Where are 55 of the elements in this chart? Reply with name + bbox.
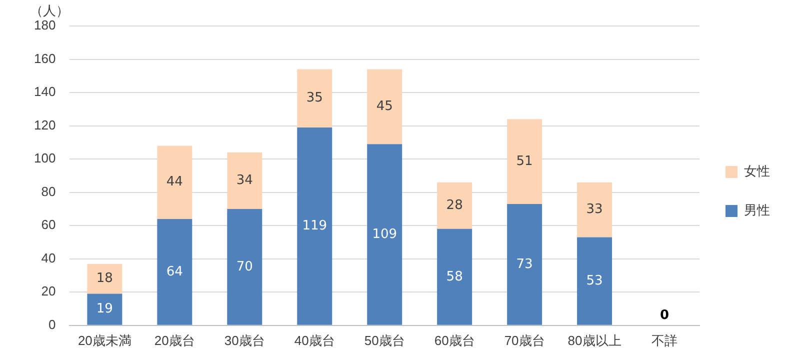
data-label: 58 (446, 269, 463, 284)
y-tick-label: 20 (41, 284, 56, 299)
x-tick-label: 80歳以上 (568, 332, 622, 348)
y-tick-label: 40 (41, 250, 56, 266)
bar (157, 146, 192, 219)
x-tick-label: 不詳 (652, 332, 678, 348)
legend-label: 男性 (744, 202, 770, 218)
data-label: 73 (516, 256, 533, 272)
y-tick-label: 80 (41, 184, 56, 199)
data-label: 109 (372, 226, 398, 242)
data-label: 28 (446, 198, 463, 214)
x-tick-label: 40歳台 (294, 332, 335, 348)
data-label: 70 (236, 259, 253, 274)
data-label: 45 (376, 99, 393, 114)
y-tick-label: 60 (41, 217, 56, 232)
x-tick-label: 20歳未満 (78, 332, 132, 348)
legend-label: 女性 (744, 164, 770, 179)
x-tick-label: 20歳台 (154, 332, 195, 348)
data-label: 18 (96, 271, 113, 286)
y-tick-label: 0 (48, 316, 56, 332)
x-tick-label: 50歳台 (364, 332, 405, 348)
bar (87, 294, 122, 325)
y-tick-label: 140 (34, 84, 56, 100)
data-label: 119 (302, 218, 328, 234)
bar (297, 127, 332, 325)
data-label: 51 (516, 154, 533, 169)
bar (297, 69, 332, 128)
x-tick-label: 70歳台 (504, 332, 545, 348)
bar (577, 237, 612, 325)
y-axis-title: （人） (30, 3, 69, 20)
data-label: 19 (96, 302, 113, 317)
bar (577, 182, 612, 238)
data-label: 0 (660, 308, 670, 323)
data-label: 64 (166, 264, 183, 280)
x-tick-label: 60歳台 (434, 332, 475, 348)
y-tick-label: 100 (34, 150, 56, 166)
data-label: 35 (306, 90, 323, 106)
y-tick-label: 160 (34, 50, 56, 66)
y-tick-label: 120 (34, 117, 56, 132)
bar (227, 152, 262, 209)
bar (507, 119, 542, 204)
y-tick-label: 180 (34, 18, 56, 33)
x-tick-label: 30歳台 (224, 332, 265, 348)
bar (157, 218, 192, 325)
data-label: 53 (586, 273, 603, 288)
bar (437, 182, 472, 229)
bar (227, 208, 262, 325)
data-label: 33 (586, 202, 603, 218)
bar (437, 228, 472, 325)
bar (507, 204, 542, 325)
bar (87, 264, 122, 294)
bar (367, 144, 402, 325)
data-label: 34 (236, 173, 253, 188)
data-label: 44 (166, 174, 183, 190)
bar (367, 69, 402, 144)
